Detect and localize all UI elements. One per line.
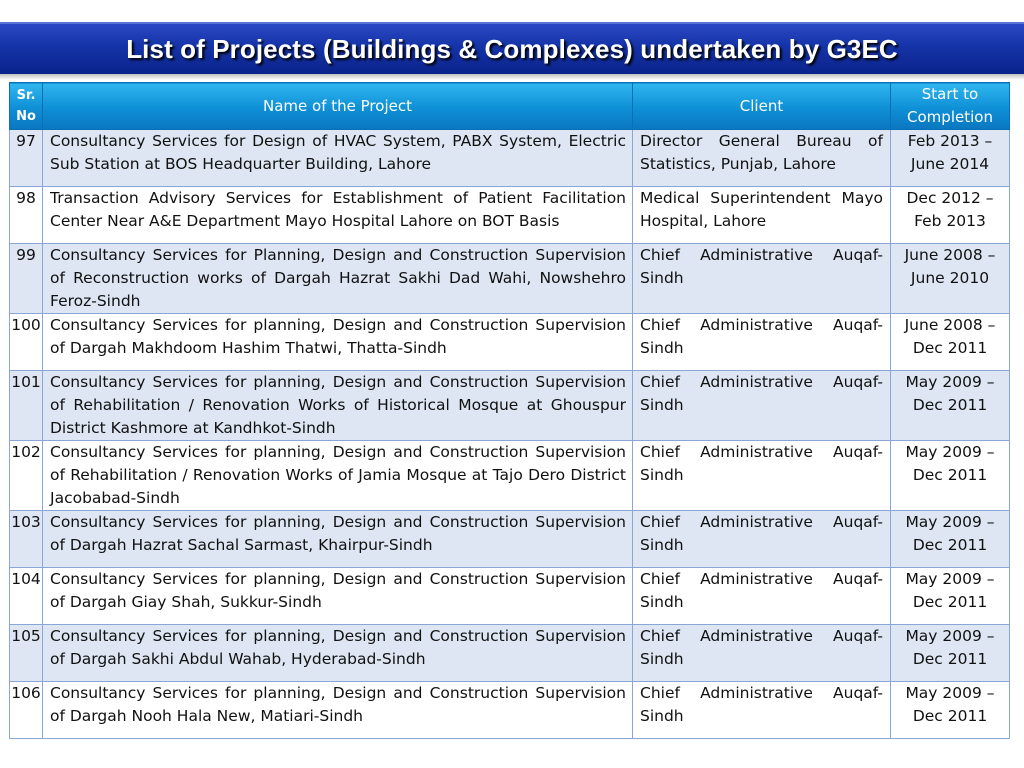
cell-project-name: Consultancy Services for Planning, Desig… xyxy=(42,243,633,314)
cell-client: Chief Administrative Auqaf-Sindh xyxy=(632,243,891,314)
table-row: 100 Consultancy Services for planning, D… xyxy=(9,313,1010,371)
cell-project-name: Consultancy Services for Design of HVAC … xyxy=(42,129,633,187)
cell-sr-no: 100 xyxy=(9,313,43,371)
header-client: Client xyxy=(632,82,891,130)
table-row: 99 Consultancy Services for Planning, De… xyxy=(9,243,1010,314)
cell-sr-no: 104 xyxy=(9,567,43,625)
cell-client: Chief Administrative Auqaf-Sindh xyxy=(632,370,891,441)
table-row: 104 Consultancy Services for planning, D… xyxy=(9,567,1010,625)
table-row: 102 Consultancy Services for planning, D… xyxy=(9,440,1010,511)
cell-sr-no: 101 xyxy=(9,370,43,441)
cell-client: Medical Superintendent Mayo Hospital, La… xyxy=(632,186,891,244)
header-sr-no: Sr. No xyxy=(9,82,43,130)
cell-project-name: Transaction Advisory Services for Establ… xyxy=(42,186,633,244)
cell-sr-no: 99 xyxy=(9,243,43,314)
cell-period: May 2009 – Dec 2011 xyxy=(890,567,1010,625)
title-shadow xyxy=(0,74,1024,80)
page-title: List of Projects (Buildings & Complexes)… xyxy=(126,34,898,64)
cell-client: Chief Administrative Auqaf-Sindh xyxy=(632,624,891,682)
cell-period: May 2009 – Dec 2011 xyxy=(890,624,1010,682)
table-row: 103 Consultancy Services for planning, D… xyxy=(9,510,1010,568)
cell-period: May 2009 – Dec 2011 xyxy=(890,440,1010,511)
table-row: 105 Consultancy Services for planning, D… xyxy=(9,624,1010,682)
cell-client: Chief Administrative Auqaf-Sindh xyxy=(632,440,891,511)
cell-client: Chief Administrative Auqaf-Sindh xyxy=(632,313,891,371)
cell-client: Chief Administrative Auqaf-Sindh xyxy=(632,567,891,625)
projects-table: Sr. No Name of the Project Client Start … xyxy=(9,82,1010,739)
title-bar: List of Projects (Buildings & Complexes)… xyxy=(0,22,1024,80)
cell-client: Chief Administrative Auqaf-Sindh xyxy=(632,510,891,568)
header-start-to-completion: Start to Completion xyxy=(890,82,1010,130)
cell-period: Feb 2013 – June 2014 xyxy=(890,129,1010,187)
cell-period: May 2009 – Dec 2011 xyxy=(890,681,1010,739)
table-row: 106 Consultancy Services for planning, D… xyxy=(9,681,1010,739)
table-header-row: Sr. No Name of the Project Client Start … xyxy=(9,82,1010,130)
cell-sr-no: 105 xyxy=(9,624,43,682)
cell-period: Dec 2012 – Feb 2013 xyxy=(890,186,1010,244)
cell-sr-no: 98 xyxy=(9,186,43,244)
cell-project-name: Consultancy Services for planning, Desig… xyxy=(42,510,633,568)
cell-project-name: Consultancy Services for planning, Desig… xyxy=(42,440,633,511)
cell-period: June 2008 – June 2010 xyxy=(890,243,1010,314)
table-row: 101 Consultancy Services for planning, D… xyxy=(9,370,1010,441)
cell-sr-no: 103 xyxy=(9,510,43,568)
cell-sr-no: 97 xyxy=(9,129,43,187)
cell-period: May 2009 – Dec 2011 xyxy=(890,370,1010,441)
cell-project-name: Consultancy Services for planning, Desig… xyxy=(42,567,633,625)
table-row: 98 Transaction Advisory Services for Est… xyxy=(9,186,1010,244)
cell-project-name: Consultancy Services for planning, Desig… xyxy=(42,370,633,441)
cell-sr-no: 106 xyxy=(9,681,43,739)
cell-project-name: Consultancy Services for planning, Desig… xyxy=(42,681,633,739)
cell-client: Director General Bureau of Statistics, P… xyxy=(632,129,891,187)
table-row: 97 Consultancy Services for Design of HV… xyxy=(9,129,1010,187)
cell-sr-no: 102 xyxy=(9,440,43,511)
cell-period: June 2008 – Dec 2011 xyxy=(890,313,1010,371)
cell-project-name: Consultancy Services for planning, Desig… xyxy=(42,313,633,371)
cell-project-name: Consultancy Services for planning, Desig… xyxy=(42,624,633,682)
cell-period: May 2009 – Dec 2011 xyxy=(890,510,1010,568)
cell-client: Chief Administrative Auqaf-Sindh xyxy=(632,681,891,739)
header-project-name: Name of the Project xyxy=(42,82,633,130)
